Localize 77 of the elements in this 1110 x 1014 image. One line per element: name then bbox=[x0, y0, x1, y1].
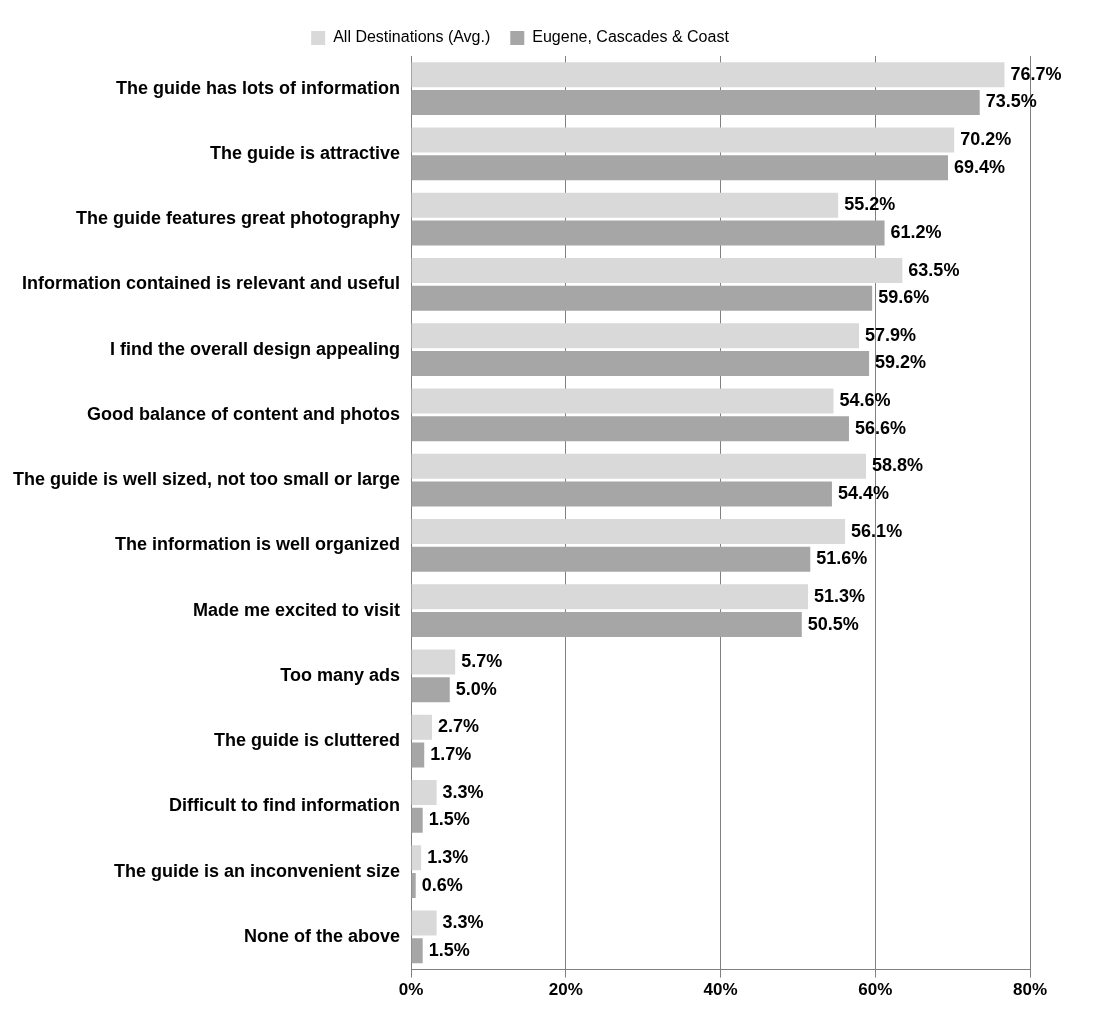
data-label: 63.5% bbox=[908, 259, 960, 280]
data-label: 3.3% bbox=[442, 912, 484, 933]
data-label: 54.6% bbox=[839, 390, 891, 411]
y-tick-label: Information contained is relevant and useful bbox=[22, 273, 401, 294]
bar bbox=[411, 62, 1005, 88]
x-tick-label: 0% bbox=[398, 980, 424, 1000]
y-tick-label: Made me excited to visit bbox=[192, 599, 401, 620]
y-tick-label: I find the overall design appealing bbox=[110, 338, 401, 359]
bar bbox=[411, 155, 948, 181]
data-label: 58.8% bbox=[871, 455, 924, 476]
bar bbox=[411, 612, 802, 638]
legend-label: Eugene, Cascades & Coast bbox=[532, 28, 730, 46]
legend-label: All Destinations (Avg.) bbox=[333, 28, 491, 46]
y-tick-label: None of the above bbox=[244, 925, 401, 946]
bar bbox=[411, 220, 885, 246]
bar bbox=[411, 714, 432, 740]
data-label: 56.6% bbox=[854, 417, 907, 438]
x-tick-label: 20% bbox=[548, 980, 583, 1000]
y-tick-label: The guide is cluttered bbox=[214, 730, 401, 751]
y-tick-label: The guide has lots of information bbox=[116, 77, 401, 98]
y-tick-label: Good balance of content and photos bbox=[87, 403, 401, 424]
data-label: 54.4% bbox=[837, 483, 889, 504]
bar bbox=[411, 649, 456, 675]
bar bbox=[411, 546, 811, 572]
data-label: 61.2% bbox=[890, 221, 942, 242]
bar bbox=[411, 910, 437, 936]
x-tick-label: 80% bbox=[1012, 980, 1048, 1000]
y-tick-label: Difficult to find information bbox=[169, 795, 401, 816]
bar bbox=[411, 938, 423, 964]
bar bbox=[411, 873, 416, 899]
bar bbox=[411, 388, 834, 414]
bar bbox=[411, 584, 808, 610]
bar bbox=[411, 285, 873, 311]
data-label: 59.2% bbox=[875, 352, 927, 373]
data-label: 57.9% bbox=[865, 324, 917, 345]
data-label: 55.2% bbox=[844, 194, 896, 215]
bar bbox=[411, 807, 423, 833]
bar bbox=[411, 845, 422, 871]
bar bbox=[411, 742, 425, 768]
data-label: 2.7% bbox=[437, 716, 479, 737]
y-tick-label: Too many ads bbox=[280, 664, 401, 685]
bar bbox=[411, 258, 903, 284]
data-label: 73.5% bbox=[985, 91, 1037, 112]
data-label: 51.6% bbox=[816, 548, 868, 569]
bar bbox=[411, 481, 832, 507]
bar bbox=[411, 323, 860, 349]
bar bbox=[411, 453, 866, 479]
bar bbox=[411, 519, 846, 545]
data-label: 50.5% bbox=[807, 613, 859, 634]
data-label: 69.4% bbox=[953, 156, 1006, 177]
data-label: 59.6% bbox=[878, 287, 930, 308]
bar bbox=[411, 677, 450, 703]
data-label: 0.6% bbox=[421, 874, 463, 895]
bar bbox=[411, 780, 437, 806]
y-tick-label: The guide is attractive bbox=[210, 142, 401, 163]
data-label: 1.7% bbox=[430, 744, 472, 765]
data-label: 3.3% bbox=[442, 781, 484, 802]
data-label: 5.7% bbox=[461, 651, 503, 672]
x-tick-label: 40% bbox=[703, 980, 738, 1000]
data-label: 5.0% bbox=[455, 678, 497, 699]
bar bbox=[411, 90, 980, 115]
bar bbox=[411, 351, 870, 377]
data-label: 1.5% bbox=[428, 809, 470, 830]
y-tick-label: The guide is an inconvenient size bbox=[114, 860, 401, 881]
data-label: 1.3% bbox=[427, 846, 469, 867]
data-label: 56.1% bbox=[851, 520, 903, 541]
bar bbox=[411, 416, 849, 442]
data-label: 1.5% bbox=[428, 939, 470, 960]
data-label: 51.3% bbox=[813, 585, 866, 606]
y-tick-label: The guide is well sized, not too small or large bbox=[12, 469, 401, 490]
x-tick-label: 60% bbox=[858, 980, 893, 1000]
y-tick-label: The information is well organized bbox=[115, 534, 401, 555]
bar bbox=[411, 127, 955, 153]
data-label: 70.2% bbox=[960, 128, 1012, 149]
data-label: 76.7% bbox=[1010, 63, 1062, 84]
bar bbox=[411, 192, 839, 218]
y-tick-label: The guide features great photography bbox=[76, 208, 401, 229]
